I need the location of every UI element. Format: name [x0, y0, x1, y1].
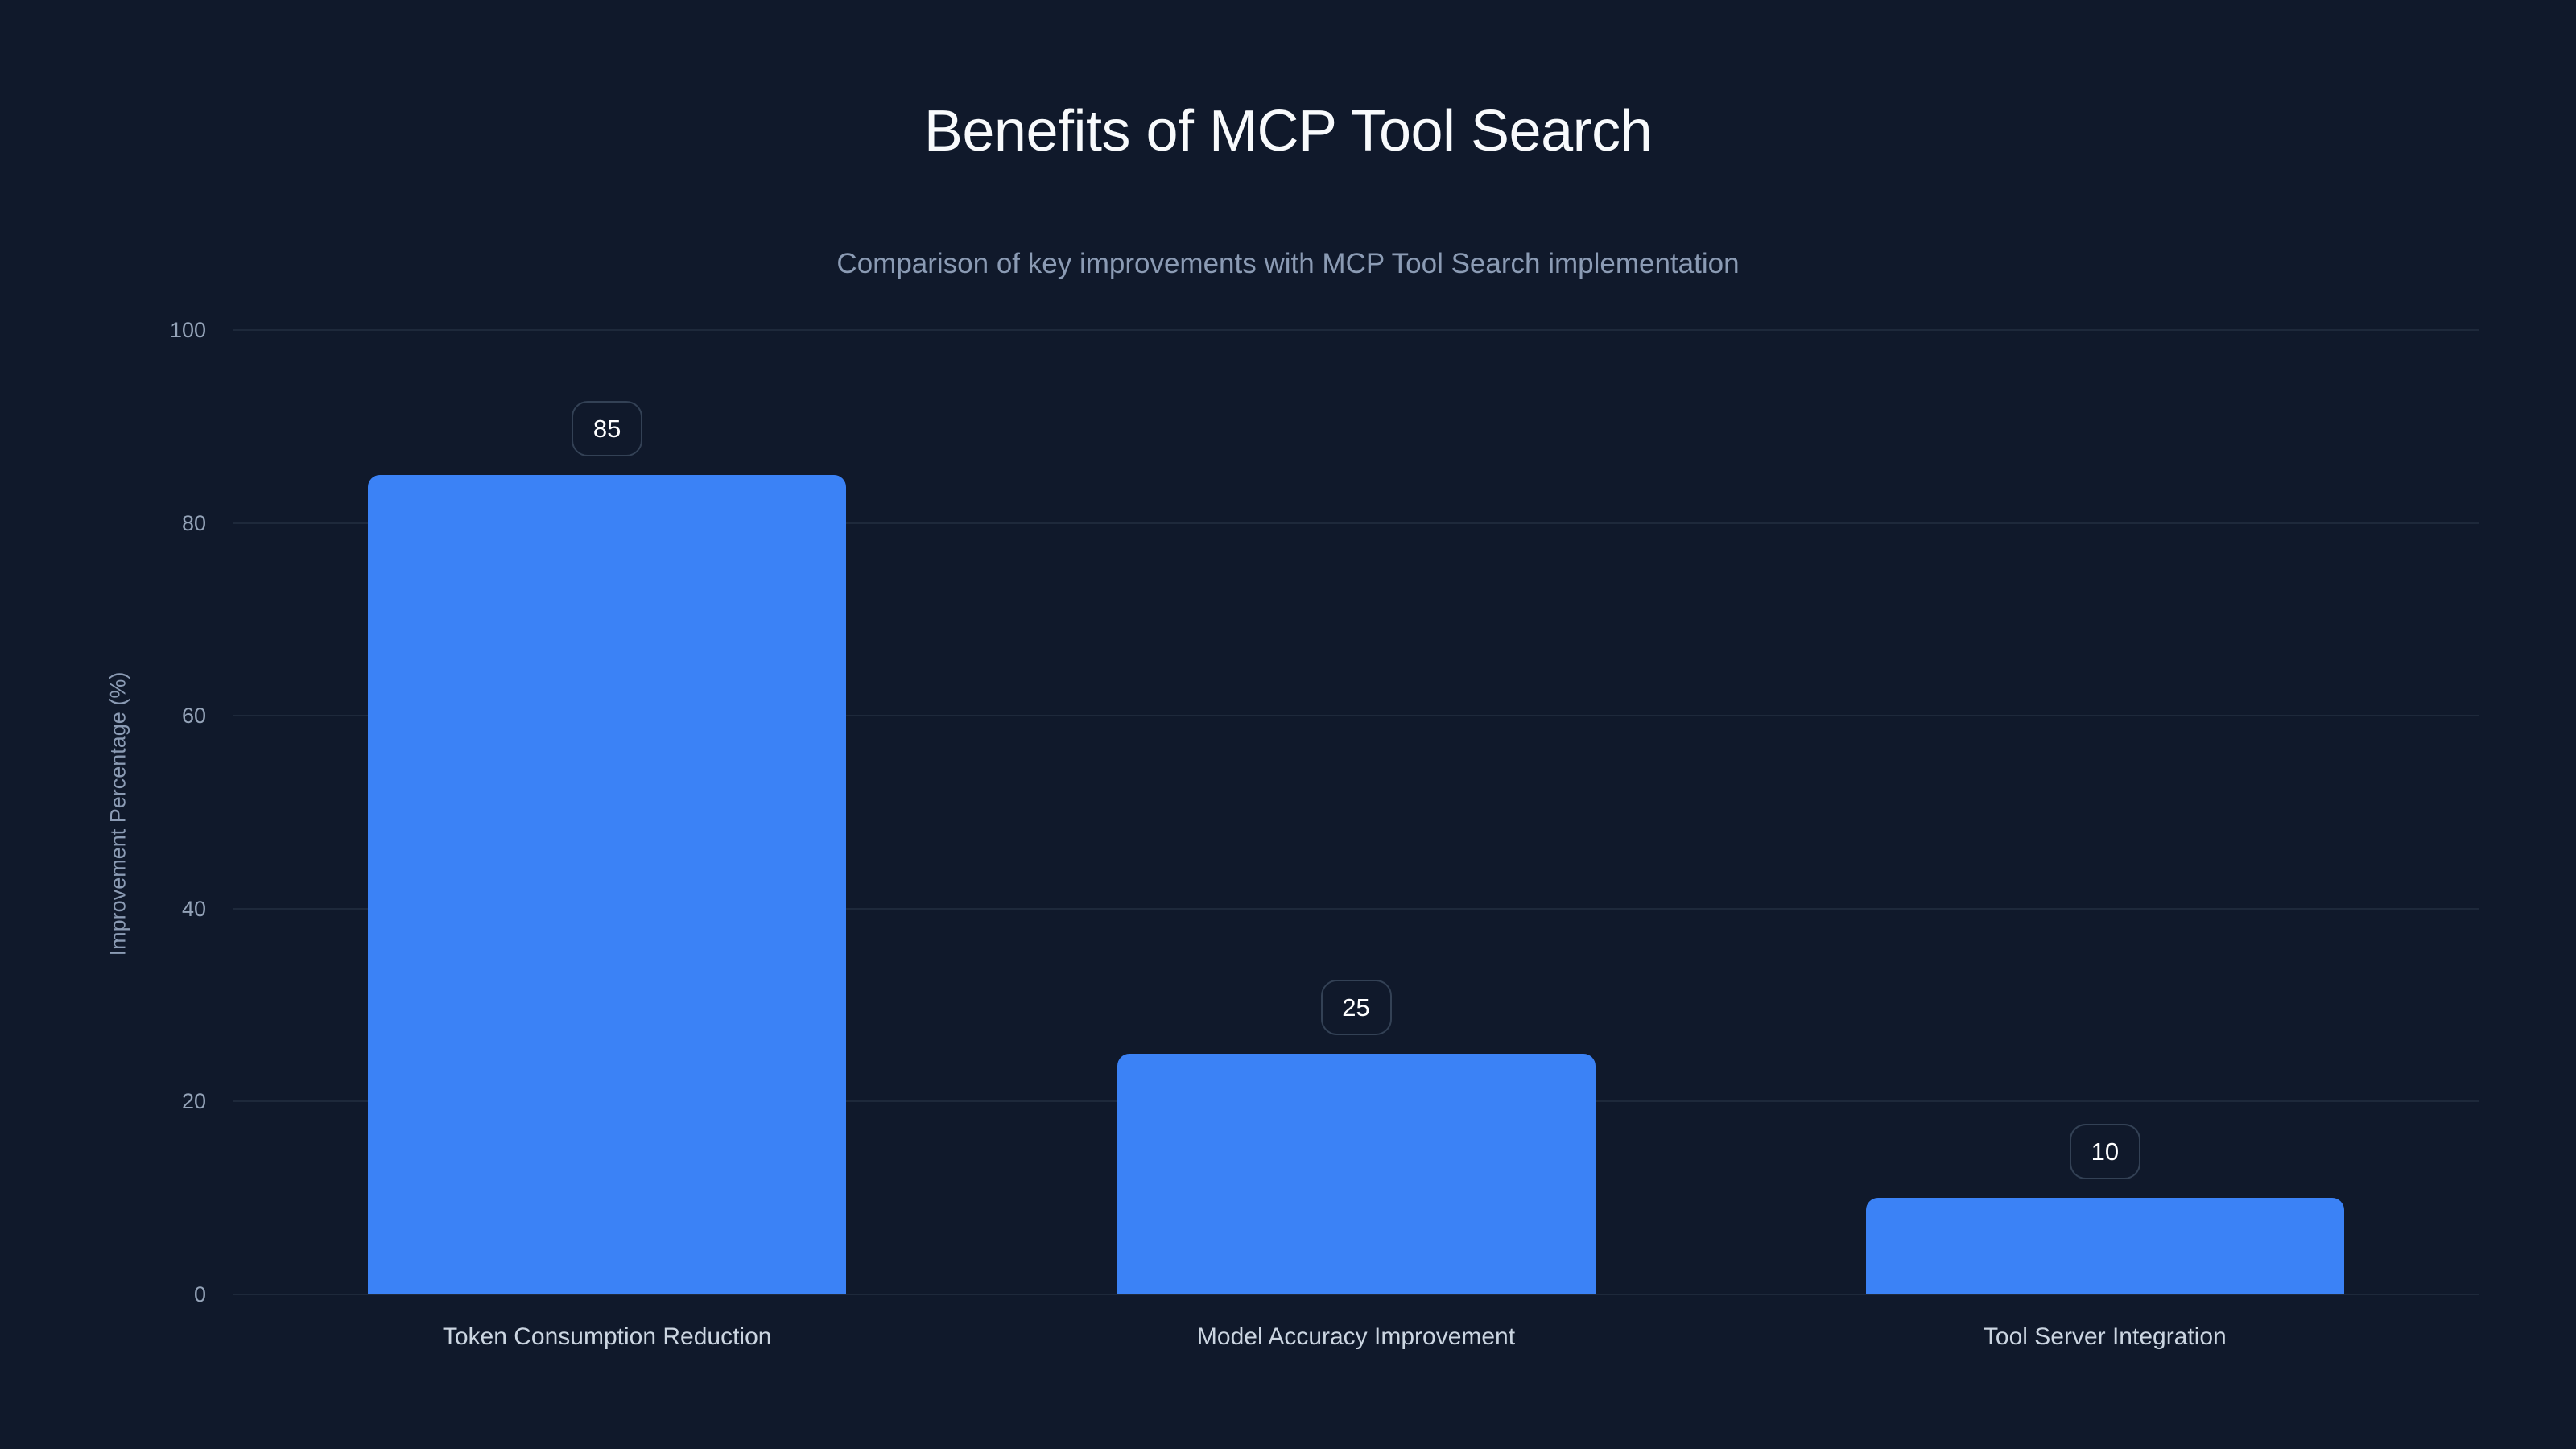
- y-tick-label: 0: [193, 1282, 206, 1307]
- gridline: [233, 715, 2479, 717]
- y-tick-label: 40: [181, 896, 206, 921]
- y-tick-label: 100: [169, 318, 206, 342]
- y-tick-label: 80: [181, 510, 206, 535]
- chart-subtitle: Comparison of key improvements with MCP …: [836, 248, 1740, 279]
- category-label: Tool Server Integration: [1983, 1323, 2227, 1350]
- bar[interactable]: [1117, 1053, 1596, 1294]
- gridline: [233, 522, 2479, 524]
- gridline: [233, 329, 2479, 331]
- bar[interactable]: [368, 474, 847, 1294]
- gridline: [233, 1294, 2479, 1295]
- value-label: 25: [1320, 979, 1392, 1035]
- chart-title: Benefits of MCP Tool Search: [923, 99, 1653, 163]
- y-tick-label: 20: [181, 1089, 206, 1114]
- gridline: [233, 907, 2479, 910]
- category-label: Token Consumption Reduction: [442, 1323, 772, 1350]
- y-tick-label: 60: [181, 704, 206, 729]
- value-label: 10: [2069, 1124, 2140, 1180]
- plot-area: 85 25 10: [233, 329, 2479, 1295]
- value-label: 85: [572, 400, 643, 456]
- bar[interactable]: [1865, 1198, 2344, 1294]
- y-axis-label: Improvement Percentage (%): [105, 671, 130, 956]
- category-label: Model Accuracy Improvement: [1196, 1323, 1516, 1350]
